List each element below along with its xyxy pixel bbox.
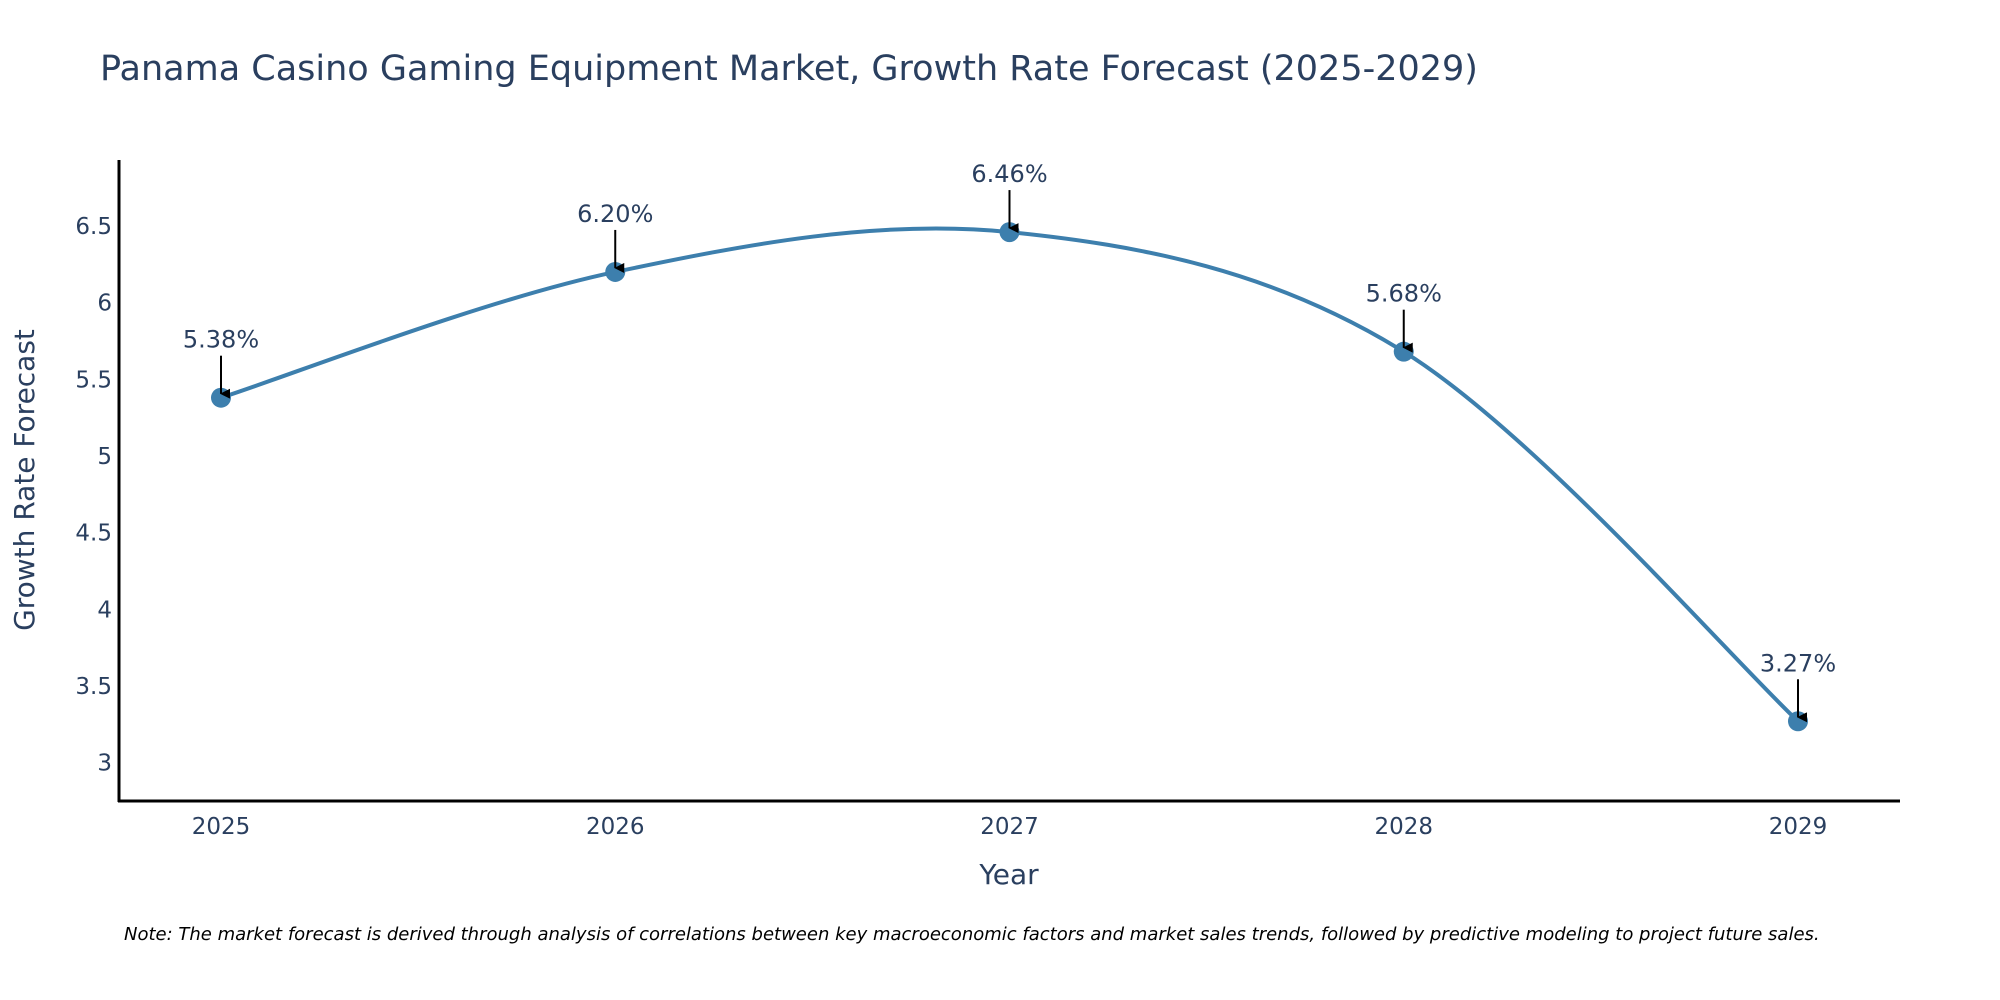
data-label: 6.46% [971, 160, 1047, 188]
series-markers [211, 222, 1808, 732]
footnote: Note: The market forecast is derived thr… [124, 924, 1820, 945]
y-tick-label: 4.5 [75, 521, 112, 547]
data-label: 6.20% [577, 200, 653, 228]
x-axis-title: Year [978, 858, 1039, 891]
x-tick-label: 2026 [586, 814, 645, 840]
data-label-annotations: 5.38% 6.20% 6.46% 5.68% 3.27% [183, 160, 1836, 723]
y-tick-label: 5 [97, 444, 112, 470]
data-label: 5.38% [183, 326, 259, 354]
y-tick-label: 6 [97, 291, 112, 317]
x-axis-ticks: 2025 2026 2027 2028 2029 [192, 814, 1828, 840]
x-tick-label: 2025 [192, 814, 251, 840]
x-tick-label: 2027 [980, 814, 1039, 840]
y-tick-label: 3.5 [75, 674, 112, 700]
y-tick-label: 4 [97, 597, 112, 623]
series-line [220, 226, 1800, 723]
data-label: 3.27% [1760, 649, 1836, 677]
y-axis-title: Growth Rate Forecast [8, 329, 41, 631]
x-tick-label: 2029 [1769, 814, 1828, 840]
y-tick-label: 3 [97, 751, 112, 777]
y-tick-label: 5.5 [75, 367, 112, 393]
x-tick-label: 2028 [1374, 814, 1433, 840]
data-label: 5.68% [1366, 280, 1442, 308]
chart-title: Panama Casino Gaming Equipment Market, G… [100, 49, 1478, 89]
y-tick-label: 6.5 [75, 214, 112, 240]
y-axis-ticks: 3 3.5 4 4.5 5 5.5 6 6.5 [75, 214, 112, 777]
